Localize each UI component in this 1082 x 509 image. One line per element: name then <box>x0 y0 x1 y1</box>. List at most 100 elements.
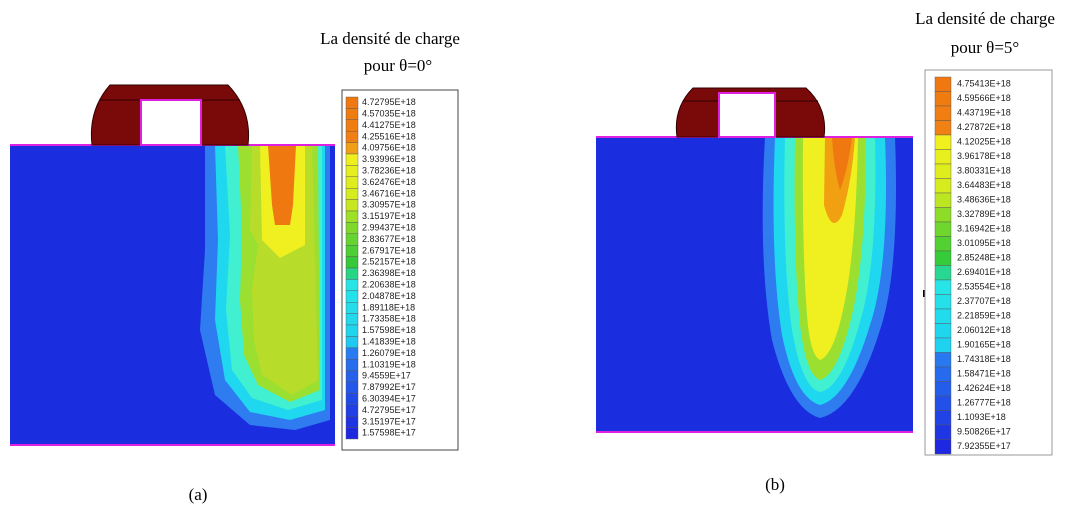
legend-swatch <box>345 233 359 246</box>
legend-swatch <box>934 163 952 179</box>
legend-swatch <box>934 192 952 208</box>
legend-swatch <box>345 256 359 269</box>
legend-label: 6.30394E+17 <box>362 393 416 403</box>
legend-label: 2.36398E+18 <box>362 268 416 278</box>
legend-label: 2.99437E+18 <box>362 222 416 232</box>
legend-swatch <box>345 416 359 428</box>
legend-swatch <box>345 381 359 394</box>
legend-swatch <box>934 308 952 324</box>
legend-swatch <box>345 359 359 371</box>
legend-label: 3.62476E+18 <box>362 177 416 187</box>
caption: (a) <box>189 485 208 504</box>
legend-label: 1.89118E+18 <box>362 302 415 312</box>
legend-swatch <box>345 370 359 383</box>
legend-swatch <box>345 404 359 417</box>
legend-swatch <box>934 366 952 382</box>
legend-label: 3.93996E+18 <box>362 154 416 164</box>
legend-label: 4.72795E+17 <box>362 405 416 415</box>
legend-label: 1.1093E+18 <box>957 412 1006 422</box>
legend-label: 7.87992E+17 <box>362 382 416 392</box>
legend-swatch <box>345 210 359 223</box>
legend-swatch <box>934 439 952 455</box>
legend-label: 1.10319E+18 <box>362 359 416 369</box>
legend-label: 2.21859E+18 <box>957 311 1011 321</box>
legend-swatch <box>934 91 952 107</box>
legend-label: 2.85248E+18 <box>957 253 1011 263</box>
legend-swatch <box>934 323 952 339</box>
legend-swatch <box>345 176 359 189</box>
legend-label: 2.69401E+18 <box>957 267 1011 277</box>
legend-swatch <box>345 302 359 314</box>
legend-swatch <box>934 178 952 194</box>
legend-label: 3.30957E+18 <box>362 200 416 210</box>
legend-swatch <box>345 165 359 177</box>
legend-label: 2.53554E+18 <box>957 282 1011 292</box>
legend-label: 2.67917E+18 <box>362 245 416 255</box>
legend-label: 3.78236E+18 <box>362 165 416 175</box>
legend-swatch <box>345 347 359 360</box>
legend-label: 4.09756E+18 <box>362 143 416 153</box>
legend-swatch <box>934 250 952 266</box>
legend-label: 7.92355E+17 <box>957 441 1011 451</box>
legend-label: 4.57035E+18 <box>362 108 416 118</box>
legend-label: 9.50826E+17 <box>957 427 1011 437</box>
legend-swatch <box>934 105 952 121</box>
panel-title: pour θ=5° <box>951 38 1019 57</box>
legend-label: 4.12025E+18 <box>957 137 1011 147</box>
legend-label: 2.52157E+18 <box>362 257 416 267</box>
legend-label: 2.04878E+18 <box>362 291 416 301</box>
legend-label: 3.46716E+18 <box>362 188 416 198</box>
legend-swatch <box>934 134 952 150</box>
legend-label: 4.43719E+18 <box>957 108 1011 118</box>
legend-label: 4.75413E+18 <box>957 79 1011 89</box>
legend-swatch <box>934 76 952 92</box>
device-b <box>596 87 928 433</box>
legend-swatch <box>934 120 952 136</box>
legend-swatch <box>345 336 359 348</box>
legend-label: 4.41275E+18 <box>362 120 416 130</box>
legend-swatch <box>345 108 359 121</box>
legend-swatch <box>345 244 359 257</box>
legend-swatch <box>345 279 359 291</box>
legend-label: 1.26777E+18 <box>957 398 1011 408</box>
legend-swatch <box>345 119 359 132</box>
legend-label: 1.41839E+18 <box>362 336 416 346</box>
legend-label: 3.16942E+18 <box>957 224 1011 234</box>
legend-label: 2.06012E+18 <box>957 325 1011 335</box>
legend-swatch <box>345 96 359 109</box>
legend-label: 1.57598E+18 <box>362 325 416 335</box>
legend-label: 3.01095E+18 <box>957 238 1011 248</box>
legend-label: 1.57598E+17 <box>362 428 416 438</box>
legend-swatch <box>934 294 952 310</box>
legend-swatch <box>934 337 952 353</box>
legend-swatch <box>345 199 359 212</box>
legend-swatch <box>934 221 952 237</box>
device-a <box>10 84 335 446</box>
legend-label: 3.15197E+17 <box>362 416 416 426</box>
legend-label: 4.59566E+18 <box>957 93 1011 103</box>
legend-label: 9.4559E+17 <box>362 371 411 381</box>
legend-label: 3.80331E+18 <box>957 166 1011 176</box>
legend-swatch <box>934 265 952 281</box>
legend-swatch <box>934 149 952 165</box>
legend-label: 1.42624E+18 <box>957 383 1011 393</box>
legend-label: 4.72795E+18 <box>362 97 416 107</box>
legend-swatch <box>934 236 952 252</box>
caption: (b) <box>765 475 785 494</box>
legend-swatch <box>345 313 359 326</box>
legend-swatch <box>345 290 359 303</box>
legend-label: 3.32789E+18 <box>957 209 1011 219</box>
legend-swatch <box>345 142 359 155</box>
panel-title: La densité de charge <box>915 9 1055 28</box>
legend-swatch <box>345 427 359 440</box>
legend-label: 4.25516E+18 <box>362 131 416 141</box>
legend-swatch <box>345 130 359 143</box>
legend-swatch <box>345 324 359 337</box>
legend-swatch <box>934 279 952 295</box>
legend-label: 1.58471E+18 <box>957 369 1011 379</box>
legend-label: 3.48636E+18 <box>957 195 1011 205</box>
legend-box-a <box>341 89 459 451</box>
legend-swatch <box>345 153 359 166</box>
legend-swatch <box>345 393 359 405</box>
